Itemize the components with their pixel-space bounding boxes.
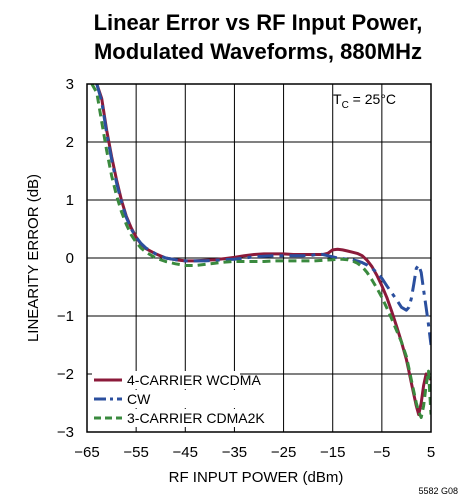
figure-id: 5582 G08 [418,486,458,496]
x-tick-label: 5 [427,444,435,461]
legend-label-2: CW [127,391,151,407]
series-line-3 [90,83,431,419]
chart-title-line-1: Linear Error vs RF Input Power, [94,10,423,35]
y-axis-label: LINEARITY ERROR (dB) [25,174,42,342]
y-tick-label: −3 [57,424,74,441]
legend-backdrop [92,371,240,389]
y-tick-label: 1 [66,192,74,209]
y-tick-labels: −3 −2 −1 0 1 2 3 [57,76,74,441]
x-tick-label: −45 [173,444,198,461]
x-tick-labels: −65 −55 −45 −35 −25 −15 −5 5 [74,444,435,461]
legend: 4-CARRIER WCDMA CW 3-CARRIER CDMA2K [92,371,265,427]
y-tick-label: 3 [66,76,74,93]
temperature-annotation: TC = 25°C [333,91,396,111]
annotation-main: T [333,91,342,107]
annotation-rest: = 25°C [349,91,396,107]
x-tick-label: −15 [320,444,345,461]
series-line-2 [95,83,431,346]
legend-backdrop [92,409,240,427]
x-tick-label: −65 [74,444,99,461]
legend-label-3: 3-CARRIER CDMA2K [127,410,265,426]
x-tick-label: −5 [373,444,390,461]
y-tick-label: 2 [66,134,74,151]
y-tick-label: 0 [66,250,74,267]
x-axis-label: RF INPUT POWER (dBm) [169,469,344,486]
y-tick-label: −1 [57,308,74,325]
x-tick-label: −25 [271,444,296,461]
legend-label-1: 4-CARRIER WCDMA [127,372,261,388]
annotation-subscript: C [342,100,349,111]
y-tick-label: −2 [57,366,74,383]
chart-title-line-2: Modulated Waveforms, 880MHz [94,39,422,64]
legend-backdrop [92,390,240,408]
x-tick-label: −35 [222,444,247,461]
plot-frame [86,83,432,433]
x-tick-label: −55 [123,444,148,461]
series-layer [90,83,431,419]
